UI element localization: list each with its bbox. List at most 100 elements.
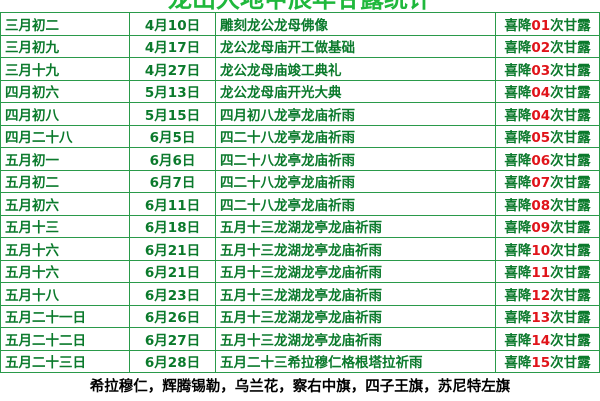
count-number: 09 [531, 220, 551, 237]
lunar-date: 五月十八 [0, 282, 130, 306]
event: 五月十三龙湖龙亭龙庙祈雨 [215, 237, 496, 261]
count-text: 次甘露 [550, 287, 591, 304]
solar-date: 6月6日 [129, 147, 216, 171]
table-row: 三月初二 4月10日 雕刻龙公龙母佛像 喜降01次甘露 [0, 12, 600, 36]
event: 雕刻龙公龙母佛像 [215, 12, 496, 36]
count-number: 07 [531, 175, 551, 192]
table-row: 五月二十一日 6月26日 五月十三龙湖龙亭龙庙祈雨 喜降13次甘露 [0, 304, 600, 328]
event: 四二十八龙亭龙庙祈雨 [215, 147, 496, 171]
table-row: 四月二十八 6月5日 四二十八龙亭龙庙祈雨 喜降05次甘露 [0, 124, 600, 148]
count: 喜降05次甘露 [495, 124, 600, 148]
event: 五月十三龙湖龙亭龙庙祈雨 [215, 259, 496, 283]
table-row: 五月十三 6月18日 五月十三龙湖龙亭龙庙祈雨 喜降09次甘露 [0, 214, 600, 238]
event: 龙公龙母庙竣工典礼 [215, 57, 496, 81]
lunar-date: 五月初二 [0, 169, 130, 193]
event: 龙公龙母庙开工做基础 [215, 34, 496, 58]
lunar-date: 五月十三 [0, 214, 130, 238]
count-text: 喜降 [504, 220, 532, 237]
count: 喜降06次甘露 [495, 147, 600, 171]
event: 五月二十三希拉穆仁格根塔拉祈雨 [215, 349, 496, 373]
solar-date: 5月15日 [129, 102, 216, 126]
count-text: 喜降 [504, 355, 532, 372]
count-text: 喜降 [504, 242, 532, 259]
event: 五月十三龙湖龙亭龙庙祈雨 [215, 214, 496, 238]
table-row: 五月十六 6月21日 五月十三龙湖龙亭龙庙祈雨 喜降10次甘露 [0, 237, 600, 261]
count: 喜降02次甘露 [495, 34, 600, 58]
count-text: 喜降 [504, 85, 532, 102]
title: 龙山大地甲辰年甘露统计 [0, 0, 600, 12]
table-row: 五月初一 6月6日 四二十八龙亭龙庙祈雨 喜降06次甘露 [0, 147, 600, 171]
count: 喜降04次甘露 [495, 79, 600, 103]
event: 五月十三龙湖龙亭龙庙祈雨 [215, 282, 496, 306]
solar-date: 6月27日 [129, 327, 216, 351]
count-text: 次甘露 [550, 85, 591, 102]
count-text: 喜降 [504, 107, 532, 124]
count-text: 次甘露 [550, 355, 591, 372]
event: 龙公龙母庙开光大典 [215, 79, 496, 103]
table-row: 四月初六 5月13日 龙公龙母庙开光大典 喜降04次甘露 [0, 79, 600, 103]
lunar-date: 三月初二 [0, 12, 130, 36]
solar-date: 6月21日 [129, 237, 216, 261]
event: 四二十八龙亭龙庙祈雨 [215, 169, 496, 193]
lunar-date: 五月初六 [0, 192, 130, 216]
table-row: 五月十八 6月23日 五月十三龙湖龙亭龙庙祈雨 喜降12次甘露 [0, 282, 600, 306]
count-number: 06 [531, 152, 551, 169]
stats-table: 三月初二 4月10日 雕刻龙公龙母佛像 喜降01次甘露 三月初九 4月17日 龙公龙母庙开工… [0, 12, 600, 373]
lunar-date: 四月初六 [0, 79, 130, 103]
solar-date: 4月27日 [129, 57, 216, 81]
count-text: 次甘露 [550, 242, 591, 259]
count-number: 14 [531, 332, 551, 349]
count-number: 04 [531, 107, 551, 124]
table-row: 四月初八 5月15日 四月初八龙亭龙庙祈雨 喜降04次甘露 [0, 102, 600, 126]
count: 喜降08次甘露 [495, 192, 600, 216]
count-text: 喜降 [504, 62, 532, 79]
count-number: 12 [531, 287, 551, 304]
lunar-date: 五月初一 [0, 147, 130, 171]
count-number: 08 [531, 197, 551, 214]
solar-date: 4月17日 [129, 34, 216, 58]
count-text: 次甘露 [550, 197, 591, 214]
lunar-date: 四月二十八 [0, 124, 130, 148]
event: 五月十三龙湖龙亭龙庙祈雨 [215, 304, 496, 328]
count-text: 喜降 [504, 310, 532, 327]
footer: 希拉穆仁，辉腾锡勒，乌兰花，察右中旗，四子王旗，苏尼特左旗 [0, 372, 600, 401]
count-text: 次甘露 [550, 332, 591, 349]
table-row: 五月初二 6月7日 四二十八龙亭龙庙祈雨 喜降07次甘露 [0, 169, 600, 193]
count-text: 喜降 [504, 197, 532, 214]
count: 喜降03次甘露 [495, 57, 600, 81]
count-text: 次甘露 [550, 220, 591, 237]
count: 喜降13次甘露 [495, 304, 600, 328]
solar-date: 6月28日 [129, 349, 216, 373]
solar-date: 6月23日 [129, 282, 216, 306]
count-text: 次甘露 [550, 152, 591, 169]
count-number: 10 [531, 242, 551, 259]
solar-date: 6月21日 [129, 259, 216, 283]
count-number: 11 [531, 265, 551, 282]
solar-date: 5月13日 [129, 79, 216, 103]
count-number: 02 [531, 40, 551, 57]
count-text: 喜降 [504, 40, 532, 57]
lunar-date: 三月初九 [0, 34, 130, 58]
count-number: 05 [531, 130, 551, 147]
count: 喜降12次甘露 [495, 282, 600, 306]
count: 喜降07次甘露 [495, 169, 600, 193]
count-number: 04 [531, 85, 551, 102]
event: 四月初八龙亭龙庙祈雨 [215, 102, 496, 126]
count: 喜降11次甘露 [495, 259, 600, 283]
count-text: 次甘露 [550, 265, 591, 282]
count: 喜降09次甘露 [495, 214, 600, 238]
count-text: 喜降 [504, 175, 532, 192]
count-number: 01 [531, 17, 551, 34]
table-row: 三月十九 4月27日 龙公龙母庙竣工典礼 喜降03次甘露 [0, 57, 600, 81]
count-text: 喜降 [504, 152, 532, 169]
count: 喜降15次甘露 [495, 349, 600, 373]
event: 四二十八龙亭龙庙祈雨 [215, 192, 496, 216]
table-row: 五月二十二日 6月27日 五月十三龙湖龙亭龙庙祈雨 喜降14次甘露 [0, 327, 600, 351]
count-text: 次甘露 [550, 107, 591, 124]
event: 五月十三龙湖龙亭龙庙祈雨 [215, 327, 496, 351]
table-row: 五月十六 6月21日 五月十三龙湖龙亭龙庙祈雨 喜降11次甘露 [0, 259, 600, 283]
count-text: 次甘露 [550, 17, 591, 34]
lunar-date: 五月二十二日 [0, 327, 130, 351]
table-row: 五月二十三日 6月28日 五月二十三希拉穆仁格根塔拉祈雨 喜降15次甘露 [0, 349, 600, 373]
count-number: 13 [531, 310, 551, 327]
